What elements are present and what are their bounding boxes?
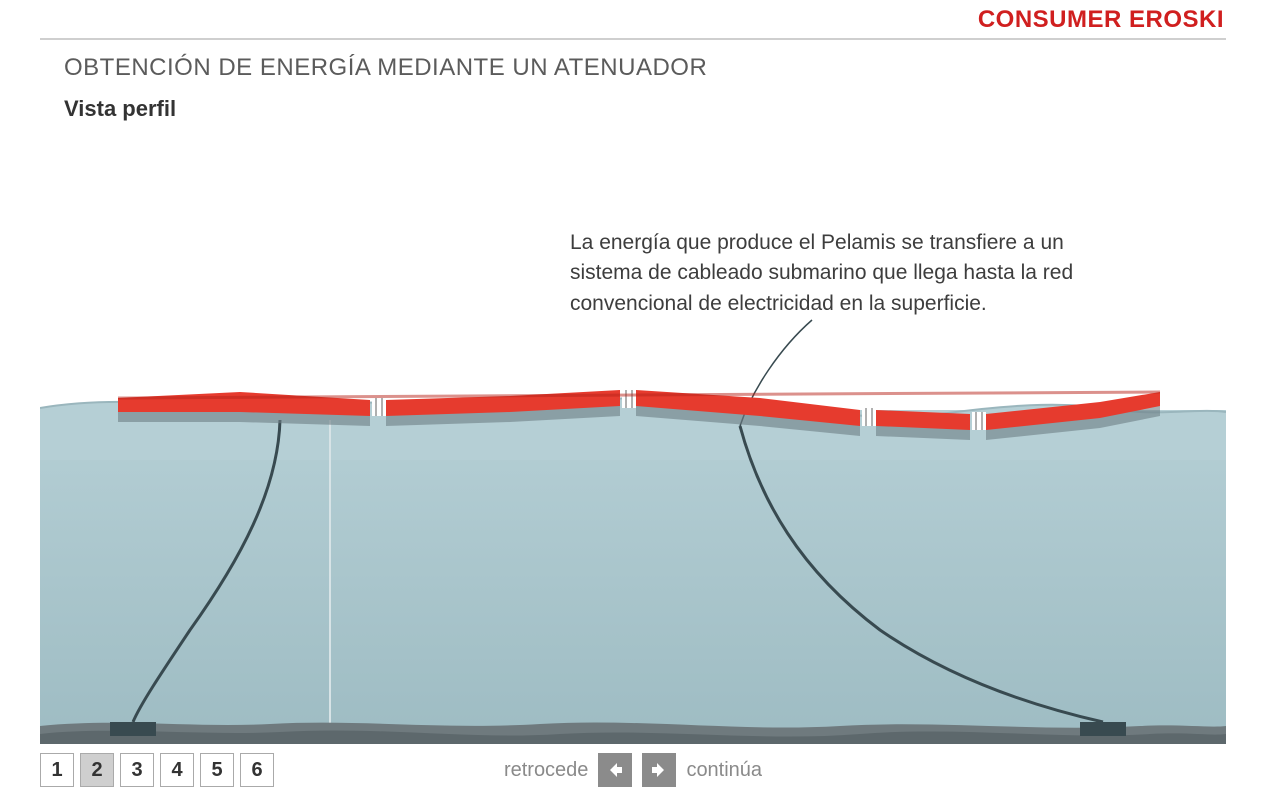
page-number-nav: 123456 — [40, 750, 274, 790]
page-title: OBTENCIÓN DE ENERGÍA MEDIANTE UN ATENUAD… — [64, 54, 707, 82]
prev-button[interactable] — [598, 753, 632, 787]
pelamis-diagram: La energía que produce el Pelamis se tra… — [40, 130, 1226, 744]
prev-label: retrocede — [504, 759, 589, 782]
page-button-1[interactable]: 1 — [40, 753, 74, 787]
page-subtitle: Vista perfil — [64, 96, 176, 122]
pelamis-joint-4 — [972, 412, 986, 430]
anchor-block-1 — [110, 722, 156, 736]
page-button-4[interactable]: 4 — [160, 753, 194, 787]
anchor-block-2 — [1080, 722, 1126, 736]
diagram-description: La energía que produce el Pelamis se tra… — [570, 228, 1130, 319]
pelamis-joint-1 — [372, 398, 386, 416]
pelamis-joint-2 — [622, 390, 636, 408]
next-label: continúa — [686, 759, 762, 782]
header-divider — [40, 38, 1226, 40]
next-button[interactable] — [642, 753, 676, 787]
page-button-3[interactable]: 3 — [120, 753, 154, 787]
page-button-6[interactable]: 6 — [240, 753, 274, 787]
brand-logo: CONSUMER EROSKI — [978, 6, 1224, 34]
page-button-5[interactable]: 5 — [200, 753, 234, 787]
pelamis-joint-3 — [862, 408, 876, 426]
arrow-left-icon — [605, 760, 625, 780]
page-button-2[interactable]: 2 — [80, 753, 114, 787]
arrow-right-icon — [649, 760, 669, 780]
